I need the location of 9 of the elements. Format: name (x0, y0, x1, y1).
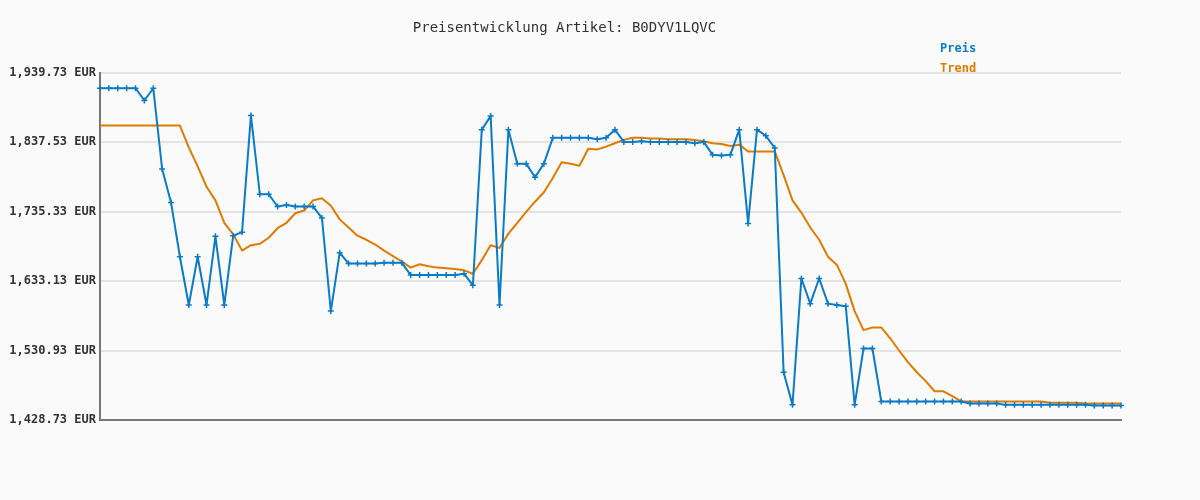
y-tick-label: 1,837.53 EUR (9, 134, 97, 149)
y-tick-label: 1,939.73 EUR (9, 64, 97, 79)
y-tick-label: 1,428.73 EUR (9, 412, 97, 427)
chart-title: Preisentwicklung Artikel: B0DYV1LQVC (412, 19, 717, 36)
text: Preis (940, 40, 977, 57)
y-tick-label: 1,633.13 EUR (9, 273, 97, 288)
y-tick-label: 1,735.33 EUR (9, 203, 97, 218)
text: Trend (940, 60, 977, 77)
y-tick-label: 1,530.93 EUR (9, 342, 97, 357)
